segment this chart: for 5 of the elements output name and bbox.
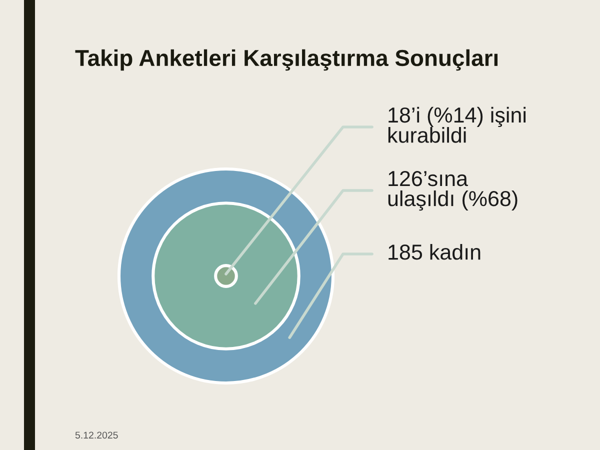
data-label: 126’sına ulaşıldı (%68): [388, 170, 518, 211]
data-label: 185 kadın: [388, 244, 480, 260]
data-label: 18’i (%14) işini kurabildi: [388, 106, 526, 143]
text: Takip Anketleri Karşılaştırma Sonuçları: [75, 49, 498, 71]
text: 5.12.2025: [75, 432, 118, 439]
